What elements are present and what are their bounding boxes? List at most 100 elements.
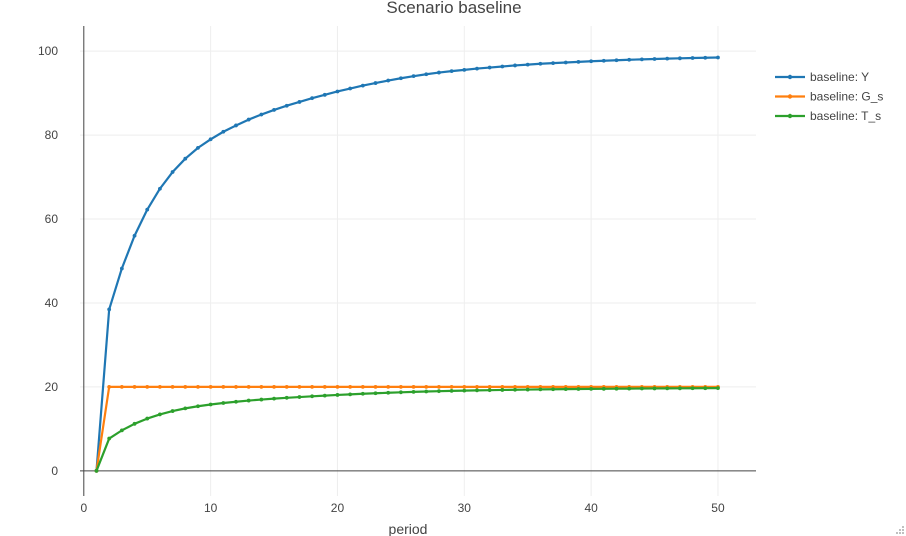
data-point[interactable] [272,108,276,112]
data-point[interactable] [449,69,454,74]
data-point[interactable] [183,406,188,411]
data-point[interactable] [449,384,454,389]
data-point[interactable] [411,74,416,79]
data-point[interactable] [424,72,429,77]
data-point[interactable] [449,388,454,393]
data-point[interactable] [284,384,289,389]
data-point[interactable] [335,393,340,397]
data-point[interactable] [525,387,530,392]
data-point[interactable] [132,421,137,426]
data-point[interactable] [589,387,594,391]
data-point[interactable] [208,137,213,142]
data-point[interactable] [297,384,302,389]
data-point[interactable] [462,388,467,393]
data-point[interactable] [487,65,492,70]
data-point[interactable] [525,384,530,389]
data-point[interactable] [272,384,276,389]
data-point[interactable] [703,55,708,60]
data-point[interactable] [119,428,124,433]
data-point[interactable] [563,60,568,65]
data-point[interactable] [424,389,429,394]
data-point[interactable] [475,384,479,389]
data-point[interactable] [221,384,226,389]
data-point[interactable] [424,384,429,389]
data-point[interactable] [500,388,505,392]
data-point[interactable] [678,56,682,61]
data-point[interactable] [373,391,378,396]
data-point[interactable] [145,416,150,421]
data-point[interactable] [170,409,175,413]
data-point[interactable] [335,89,340,94]
data-point[interactable] [576,59,581,64]
data-point[interactable] [107,307,112,312]
data-point[interactable] [170,384,175,389]
data-point[interactable] [513,387,517,392]
data-point[interactable] [475,66,479,71]
data-point[interactable] [614,58,619,63]
data-point[interactable] [284,395,289,400]
legend-item[interactable]: baseline: Y [775,70,869,84]
data-point[interactable] [373,81,378,85]
data-point[interactable] [158,412,162,417]
data-point[interactable] [183,384,188,389]
resize-handle-icon[interactable] [896,526,904,534]
data-point[interactable] [411,389,416,394]
data-point[interactable] [360,83,365,88]
data-point[interactable] [487,388,492,393]
data-point[interactable] [196,404,200,409]
data-point[interactable] [107,436,112,441]
data-point[interactable] [234,384,238,389]
data-point[interactable] [158,186,162,191]
data-point[interactable] [398,76,403,81]
data-point[interactable] [551,61,555,66]
data-point[interactable] [360,391,365,396]
legend[interactable]: baseline: Y baseline: G_s baseline: T_s [775,70,883,123]
data-point[interactable] [348,392,353,397]
data-point[interactable] [221,129,226,134]
data-point[interactable] [665,386,670,391]
data-point[interactable] [360,384,365,389]
data-point[interactable] [690,56,695,60]
data-point[interactable] [614,386,619,391]
data-point[interactable] [576,387,581,391]
data-point[interactable] [310,96,314,101]
data-point[interactable] [513,63,517,68]
data-point[interactable] [322,92,327,97]
data-point[interactable] [119,266,124,271]
data-point[interactable] [386,390,391,395]
data-point[interactable] [716,386,720,391]
data-point[interactable] [538,387,543,392]
data-point[interactable] [335,384,340,389]
data-point[interactable] [132,233,137,238]
data-point[interactable] [386,78,391,83]
data-point[interactable] [246,398,251,403]
data-point[interactable] [94,468,99,473]
data-point[interactable] [259,384,264,389]
data-point[interactable] [652,386,657,391]
data-point[interactable] [690,386,695,391]
data-point[interactable] [589,59,594,64]
data-point[interactable] [310,384,314,389]
data-point[interactable] [411,384,416,389]
data-point[interactable] [652,57,657,61]
data-point[interactable] [627,386,632,391]
data-point[interactable] [386,384,391,389]
data-point[interactable] [145,207,150,212]
data-point[interactable] [297,100,302,104]
data-point[interactable] [208,402,213,407]
data-point[interactable] [639,57,644,62]
data-point[interactable] [221,401,226,405]
data-point[interactable] [322,393,327,398]
data-point[interactable] [703,386,708,391]
legend-item[interactable]: baseline: T_s [775,109,881,123]
data-point[interactable] [322,384,327,389]
data-point[interactable] [259,112,264,117]
data-point[interactable] [183,156,188,161]
legend-item[interactable]: baseline: G_s [775,90,883,104]
data-point[interactable] [601,386,606,391]
data-point[interactable] [678,386,682,391]
data-point[interactable] [373,384,378,389]
data-point[interactable] [716,55,720,60]
data-point[interactable] [119,384,124,389]
data-point[interactable] [639,386,644,391]
